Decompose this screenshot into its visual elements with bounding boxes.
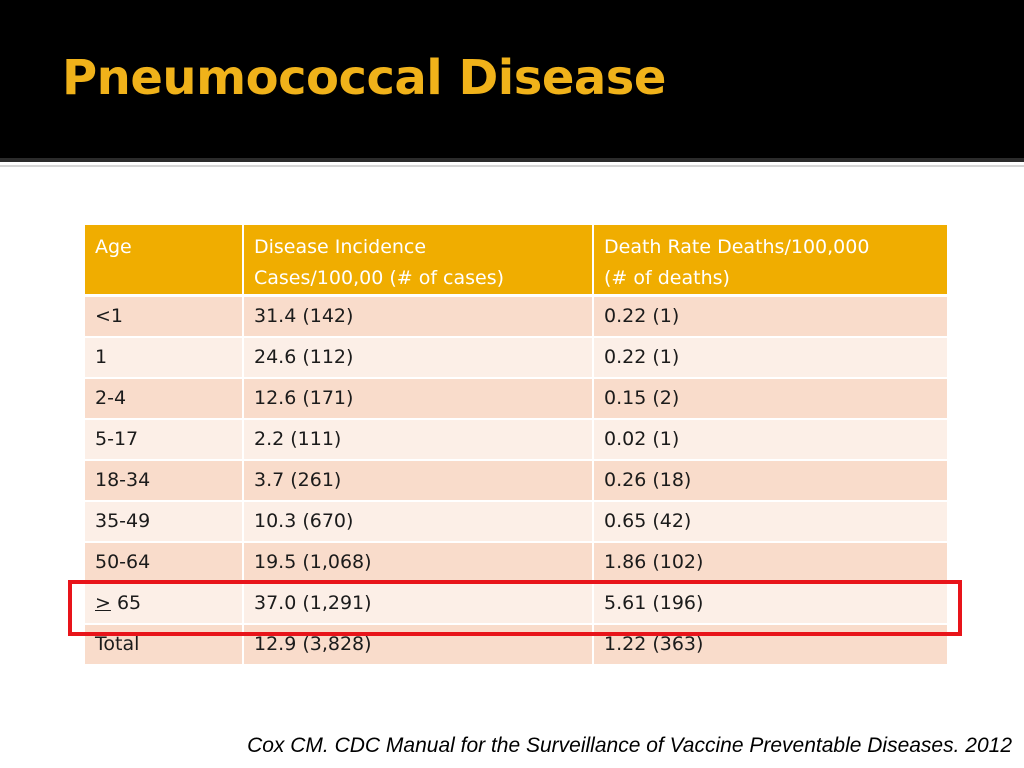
age-value: 50-64 [95,551,151,573]
age-cell: > 65 [85,582,244,625]
header-death-rate-label: Death Rate Deaths/100,000 [604,236,870,258]
slide-title: Pneumococcal Disease [62,50,666,106]
table-row-total: Total 12.9 (3,828) 1.22 (363) [85,623,947,666]
incidence-cell: 3.7 (261) [243,459,594,502]
header-death-rate: Death Rate Deaths/100,000 (# of deaths) [593,225,947,297]
incidence-cell: 2.2 (111) [243,418,594,461]
table-header-row: Age Disease Incidence Cases/100,00 (# of… [85,225,947,297]
age-cell: 1 [85,336,244,379]
death-rate-cell: 0.26 (18) [593,459,947,502]
age-cell: 2-4 [85,377,244,420]
age-cell: 18-34 [85,459,244,502]
title-bar: Pneumococcal Disease [0,0,1024,158]
table-row: 50-64 19.5 (1,068) 1.86 (102) [85,541,947,584]
incidence-cell: 37.0 (1,291) [243,582,594,625]
age-value: Total [95,633,140,655]
age-cell: 35-49 [85,500,244,543]
table-row: 2-4 12.6 (171) 0.15 (2) [85,377,947,420]
incidence-cell: 19.5 (1,068) [243,541,594,584]
age-value: 65 [110,592,142,614]
age-value: <1 [95,305,124,328]
death-rate-cell: 0.22 (1) [593,336,947,379]
header-incidence: Disease Incidence Cases/100,00 (# of cas… [243,225,594,297]
age-symbol: > [95,592,111,614]
table-row: 1 24.6 (112) 0.22 (1) [85,336,947,379]
header-death-rate-sublabel: (# of deaths) [604,267,730,289]
age-cell: 50-64 [85,541,244,584]
death-rate-cell: 1.22 (363) [593,623,947,666]
age-value: 5-17 [95,428,139,450]
death-rate-cell: 1.86 (102) [593,541,947,584]
death-rate-cell: 0.02 (1) [593,418,947,461]
table-row: 5-17 2.2 (111) 0.02 (1) [85,418,947,461]
header-incidence-label: Disease Incidence [254,236,427,258]
header-age: Age [85,225,244,297]
table-row: <1 31.4 (142) 0.22 (1) [85,295,947,338]
death-rate-cell: 0.65 (42) [593,500,947,543]
incidence-cell: 12.9 (3,828) [243,623,594,666]
table-row: 18-34 3.7 (261) 0.26 (18) [85,459,947,502]
incidence-table: Age Disease Incidence Cases/100,00 (# of… [85,225,947,666]
age-value: 1 [95,346,108,368]
highlight-box [68,580,962,636]
title-divider [0,158,1024,162]
title-divider-light [0,165,1024,167]
age-cell: Total [85,623,244,666]
table-row: 35-49 10.3 (670) 0.65 (42) [85,500,947,543]
age-value: 35-49 [95,510,151,532]
incidence-cell: 24.6 (112) [243,336,594,379]
incidence-cell: 12.6 (171) [243,377,594,420]
age-value: 2-4 [95,387,127,409]
table-row-highlighted: > 65 37.0 (1,291) 5.61 (196) [85,582,947,625]
death-rate-cell: 0.22 (1) [593,295,947,338]
citation-text: Cox CM. CDC Manual for the Surveillance … [247,734,1012,757]
incidence-cell: 31.4 (142) [243,295,594,338]
age-value: 18-34 [95,469,151,491]
death-rate-cell: 5.61 (196) [593,582,947,625]
death-rate-cell: 0.15 (2) [593,377,947,420]
incidence-cell: 10.3 (670) [243,500,594,543]
age-cell: <1 [85,295,244,338]
header-age-label: Age [95,236,132,258]
header-incidence-sublabel: Cases/100,00 (# of cases) [254,267,505,289]
age-cell: 5-17 [85,418,244,461]
